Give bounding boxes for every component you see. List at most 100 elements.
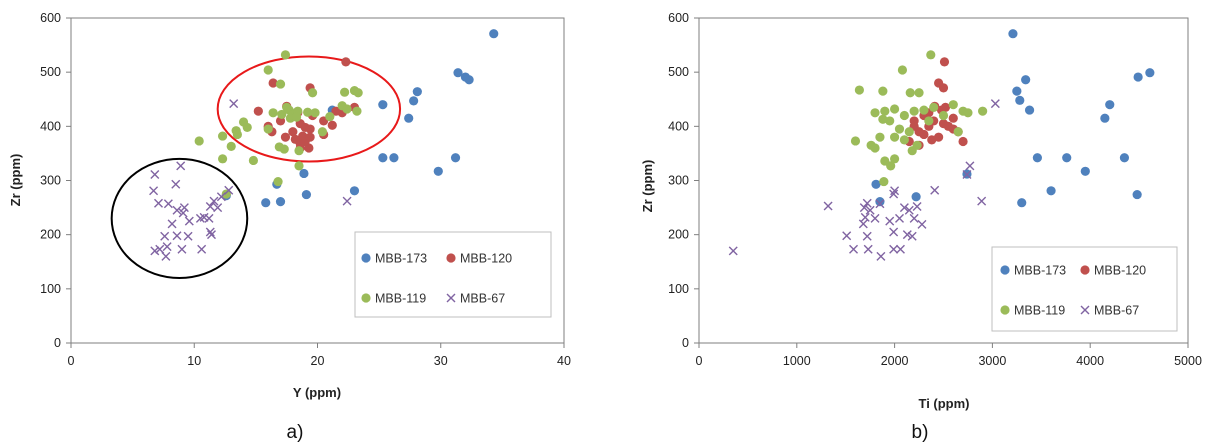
data-point-mbb-173 <box>1046 186 1056 196</box>
panel-a-legend: MBB-173 MBB-120 MBB-119 MBB-67 <box>354 231 552 318</box>
x-tick-label: 2000 <box>881 354 909 368</box>
data-point-mbb-173 <box>409 96 419 106</box>
data-point-mbb-67 <box>870 213 880 223</box>
panel-a-xlabel: Y (ppm) <box>293 385 341 400</box>
data-point-mbb-67 <box>150 170 160 180</box>
legend-marker-mbb-173 <box>361 253 371 263</box>
data-point-mbb-120 <box>327 120 337 130</box>
y-tick-label: 500 <box>40 65 61 79</box>
data-point-mbb-120 <box>295 139 305 149</box>
data-point-mbb-119 <box>310 108 320 118</box>
data-point-mbb-119 <box>909 106 919 116</box>
data-point-mbb-67 <box>167 219 177 229</box>
annotation-ellipse-black <box>110 157 249 280</box>
data-point-mbb-67 <box>183 231 193 241</box>
panel-b-ylabel: Zr (ppm) <box>640 160 655 213</box>
x-tick-label: 0 <box>68 354 75 368</box>
data-point-mbb-119 <box>294 161 304 171</box>
data-point-mbb-173 <box>299 168 309 179</box>
data-point-mbb-173 <box>1008 29 1018 39</box>
x-tick-label: 4000 <box>1076 354 1104 368</box>
data-point-mbb-67 <box>859 203 869 213</box>
data-point-mbb-67 <box>823 201 833 211</box>
data-point-mbb-173 <box>412 87 422 97</box>
data-point-mbb-120 <box>919 129 929 140</box>
legend-marker-mbb-119 <box>361 293 371 303</box>
data-point-mbb-119 <box>340 87 350 97</box>
data-point-mbb-67 <box>865 205 875 215</box>
data-point-mbb-120 <box>280 132 291 142</box>
data-point-mbb-173 <box>489 29 499 39</box>
data-point-mbb-173 <box>1105 100 1115 110</box>
data-point-mbb-119 <box>914 88 924 98</box>
data-point-mbb-173 <box>1133 72 1143 82</box>
data-point-mbb-119 <box>924 116 934 126</box>
data-point-mbb-119 <box>273 176 283 187</box>
y-tick-label: 500 <box>668 65 689 79</box>
data-point-mbb-119 <box>894 124 905 134</box>
y-tick-label: 100 <box>40 282 61 296</box>
data-point-mbb-119 <box>353 88 363 98</box>
y-tick-label: 0 <box>682 336 689 350</box>
data-point-mbb-119 <box>870 108 880 118</box>
legend-marker-mbb-67 <box>446 293 456 303</box>
data-point-mbb-119 <box>194 136 204 146</box>
data-point-mbb-67 <box>899 203 909 213</box>
data-point-mbb-119 <box>221 189 231 199</box>
data-point-mbb-120 <box>948 113 958 123</box>
data-point-mbb-67 <box>889 189 899 199</box>
data-point-mbb-67 <box>889 244 899 254</box>
data-point-mbb-173 <box>871 179 881 189</box>
data-point-mbb-173 <box>1119 153 1130 163</box>
data-point-mbb-119 <box>277 109 287 120</box>
data-point-mbb-67 <box>965 161 975 171</box>
data-point-mbb-119 <box>291 112 302 122</box>
data-point-mbb-67 <box>204 213 214 223</box>
legend-marker-mbb-119 <box>1000 305 1010 315</box>
x-tick-label: 10 <box>187 354 201 368</box>
data-point-mbb-67 <box>907 231 917 241</box>
panel-a-legend-box <box>354 231 552 318</box>
data-point-mbb-173 <box>911 192 921 202</box>
data-point-mbb-119 <box>880 106 890 116</box>
data-point-mbb-173 <box>433 166 443 176</box>
data-point-mbb-67 <box>990 99 1000 109</box>
data-point-mbb-67 <box>150 246 160 256</box>
data-point-mbb-173 <box>464 75 474 85</box>
panel-b-xlabel: Ti (ppm) <box>918 396 969 411</box>
legend-label: MBB-67 <box>460 292 505 306</box>
x-tick-label: 3000 <box>978 354 1006 368</box>
data-point-mbb-67 <box>890 186 900 196</box>
data-point-mbb-67 <box>909 213 919 223</box>
data-point-mbb-67 <box>224 185 234 195</box>
data-point-mbb-67 <box>172 205 182 215</box>
data-point-mbb-67 <box>179 203 189 213</box>
panel-b-ticks: 0 1000 2000 3000 4000 5000 0 100 200 300 400 500 600 <box>668 11 1202 368</box>
data-point-mbb-120 <box>305 132 315 142</box>
data-point-mbb-119 <box>905 88 915 98</box>
data-point-mbb-120 <box>288 127 298 137</box>
data-point-mbb-119 <box>317 127 328 137</box>
data-point-mbb-173 <box>378 100 388 110</box>
data-point-mbb-119 <box>263 124 273 134</box>
data-point-mbb-119 <box>897 65 908 75</box>
data-point-mbb-119 <box>870 143 880 153</box>
data-point-mbb-119 <box>263 65 273 75</box>
data-point-mbb-67 <box>177 244 187 254</box>
data-point-mbb-67 <box>207 230 216 240</box>
data-point-mbb-119 <box>878 114 888 124</box>
y-tick-label: 100 <box>668 282 689 296</box>
data-point-mbb-119 <box>268 108 278 118</box>
data-point-mbb-120 <box>938 83 949 93</box>
data-point-mbb-173 <box>1012 86 1022 96</box>
data-point-mbb-119 <box>342 104 352 114</box>
panel-a-ylabel: Zr (ppm) <box>8 154 23 207</box>
panel-b-legend: MBB-173 MBB-120 MBB-119 MBB-67 <box>991 246 1178 332</box>
data-point-mbb-119 <box>963 108 973 118</box>
data-point-mbb-173 <box>378 153 388 163</box>
data-point-mbb-67 <box>209 196 219 206</box>
data-point-mbb-67 <box>161 251 171 261</box>
y-tick-label: 400 <box>668 119 689 133</box>
